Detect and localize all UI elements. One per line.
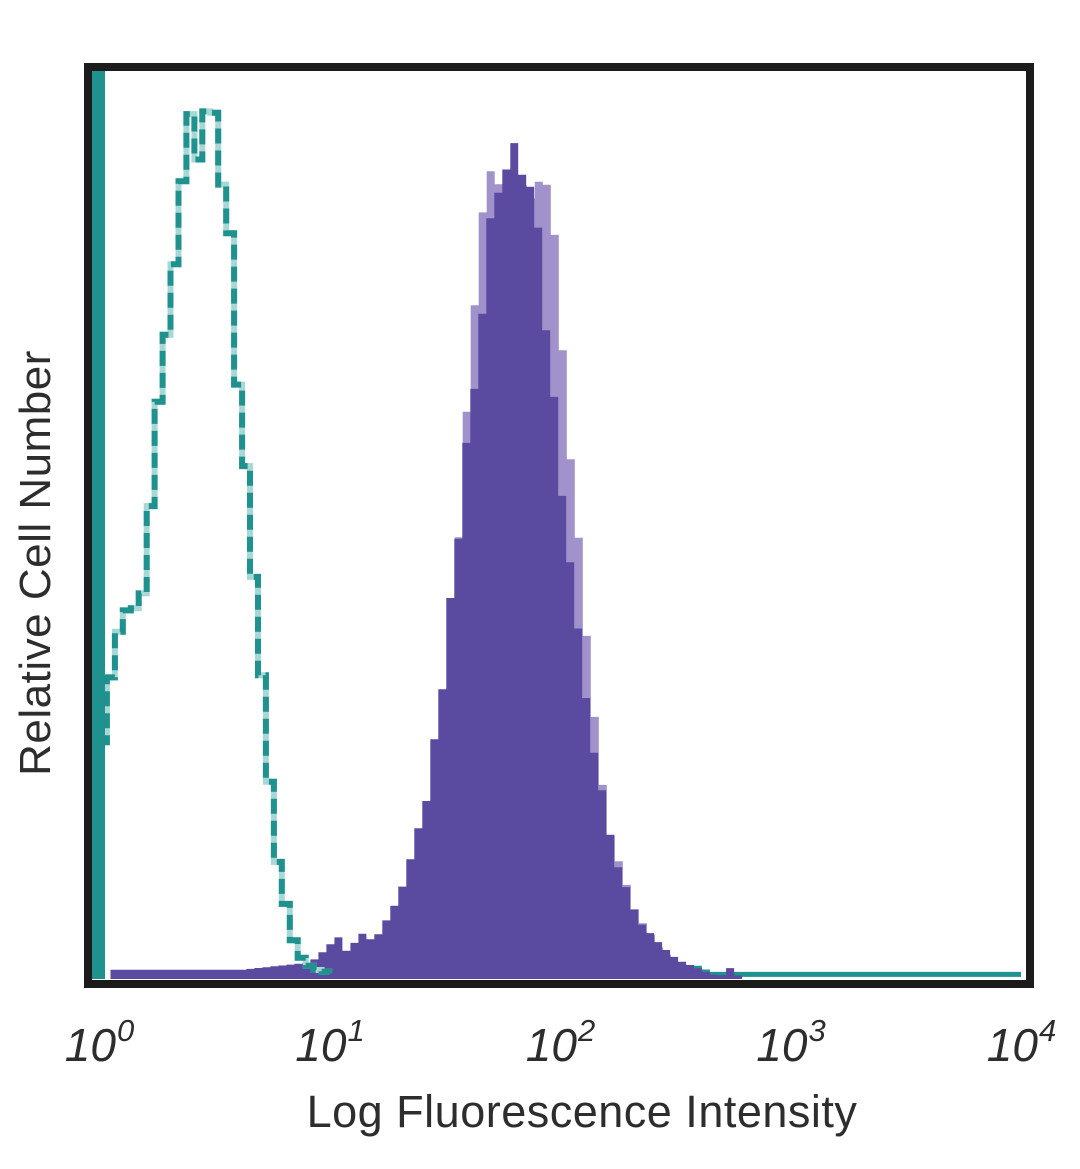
control-outline-trace	[99, 108, 333, 975]
tick-exponent: 2	[577, 1013, 596, 1048]
y-axis-title: Relative Cell Number	[11, 350, 60, 776]
x-tick-10e3: 103	[756, 1013, 825, 1072]
control-outline-underlay	[99, 108, 333, 975]
tick-base: 10	[756, 1019, 808, 1071]
tick-base: 10	[525, 1019, 577, 1071]
tick-base: 10	[986, 1019, 1038, 1071]
tick-exponent: 4	[1038, 1013, 1057, 1048]
tick-base: 10	[295, 1019, 347, 1071]
tick-exponent: 0	[116, 1013, 135, 1048]
x-tick-10e0: 100	[64, 1013, 134, 1072]
tick-exponent: 3	[808, 1013, 826, 1048]
tick-base: 10	[64, 1019, 116, 1071]
control-axis-spike	[92, 71, 105, 979]
tick-exponent: 1	[347, 1013, 365, 1048]
x-tick-10e2: 102	[525, 1013, 595, 1072]
x-axis-title: Log Fluorescence Intensity	[306, 1086, 858, 1137]
x-tick-10e1: 101	[295, 1013, 364, 1072]
x-tick-10e4: 104	[986, 1013, 1056, 1072]
plot-frame	[84, 63, 1034, 988]
stained-primary-fill	[110, 143, 743, 980]
